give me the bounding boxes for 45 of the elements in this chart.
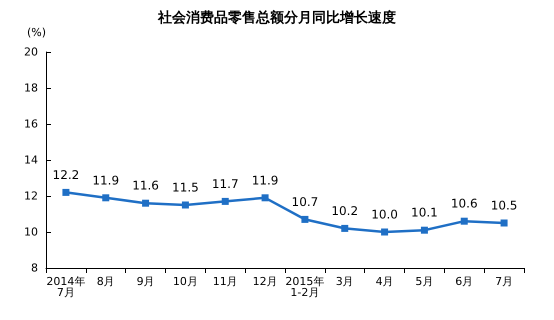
- data-label: 11.5: [172, 180, 199, 194]
- data-label: 10.6: [450, 196, 478, 211]
- point: [262, 194, 269, 202]
- point: [420, 226, 428, 234]
- point: [341, 224, 348, 232]
- data-label: 10.7: [292, 194, 318, 209]
- point: [460, 218, 468, 225]
- x-tick-label: 5月: [415, 275, 434, 288]
- data-label: 11.9: [252, 173, 278, 188]
- x-tick-label: 12月: [252, 275, 278, 288]
- x-tick-label: 2014年 7月: [46, 275, 86, 299]
- x-tick-label: 2015年 1-2月: [285, 275, 324, 299]
- point: [102, 194, 110, 202]
- x-tick-label: 8月: [96, 275, 115, 288]
- data-label: 11.7: [212, 176, 239, 191]
- y-tick-label: 16: [24, 118, 38, 130]
- x-tick-label: 11月: [212, 275, 238, 288]
- x-tick-label: 10月: [172, 275, 198, 288]
- y-tick-label: 20: [24, 46, 38, 58]
- point: [142, 200, 150, 207]
- x-tick-label: 7月: [495, 275, 514, 288]
- y-tick-label: 10: [24, 226, 38, 238]
- point: [381, 228, 388, 236]
- x-tick-label: 3月: [336, 275, 354, 288]
- point: [301, 216, 308, 223]
- x-tick-label: 4月: [376, 275, 394, 288]
- data-label: 10.1: [411, 206, 438, 220]
- point: [222, 198, 229, 205]
- x-tick-label: 9月: [136, 275, 155, 288]
- data-label: 11.6: [132, 178, 159, 193]
- point: [500, 220, 508, 226]
- y-tick-label: 18: [24, 82, 38, 94]
- data-label: 10.5: [490, 198, 518, 212]
- point: [182, 202, 189, 208]
- y-tick-label: 8: [31, 262, 38, 274]
- y-axis-title: (%): [26, 26, 46, 39]
- data-label: 10.0: [371, 208, 398, 222]
- data-label: 11.9: [92, 173, 120, 188]
- data-label: 12.2: [52, 168, 80, 182]
- point: [62, 188, 70, 196]
- data-label: 10.2: [331, 204, 358, 218]
- y-tick-label: 14: [24, 154, 38, 166]
- x-tick-label: 6月: [455, 275, 474, 288]
- chart-title: 社会消费品零售总额分月同比增长速度: [157, 9, 396, 26]
- y-tick-label: 12: [24, 190, 38, 202]
